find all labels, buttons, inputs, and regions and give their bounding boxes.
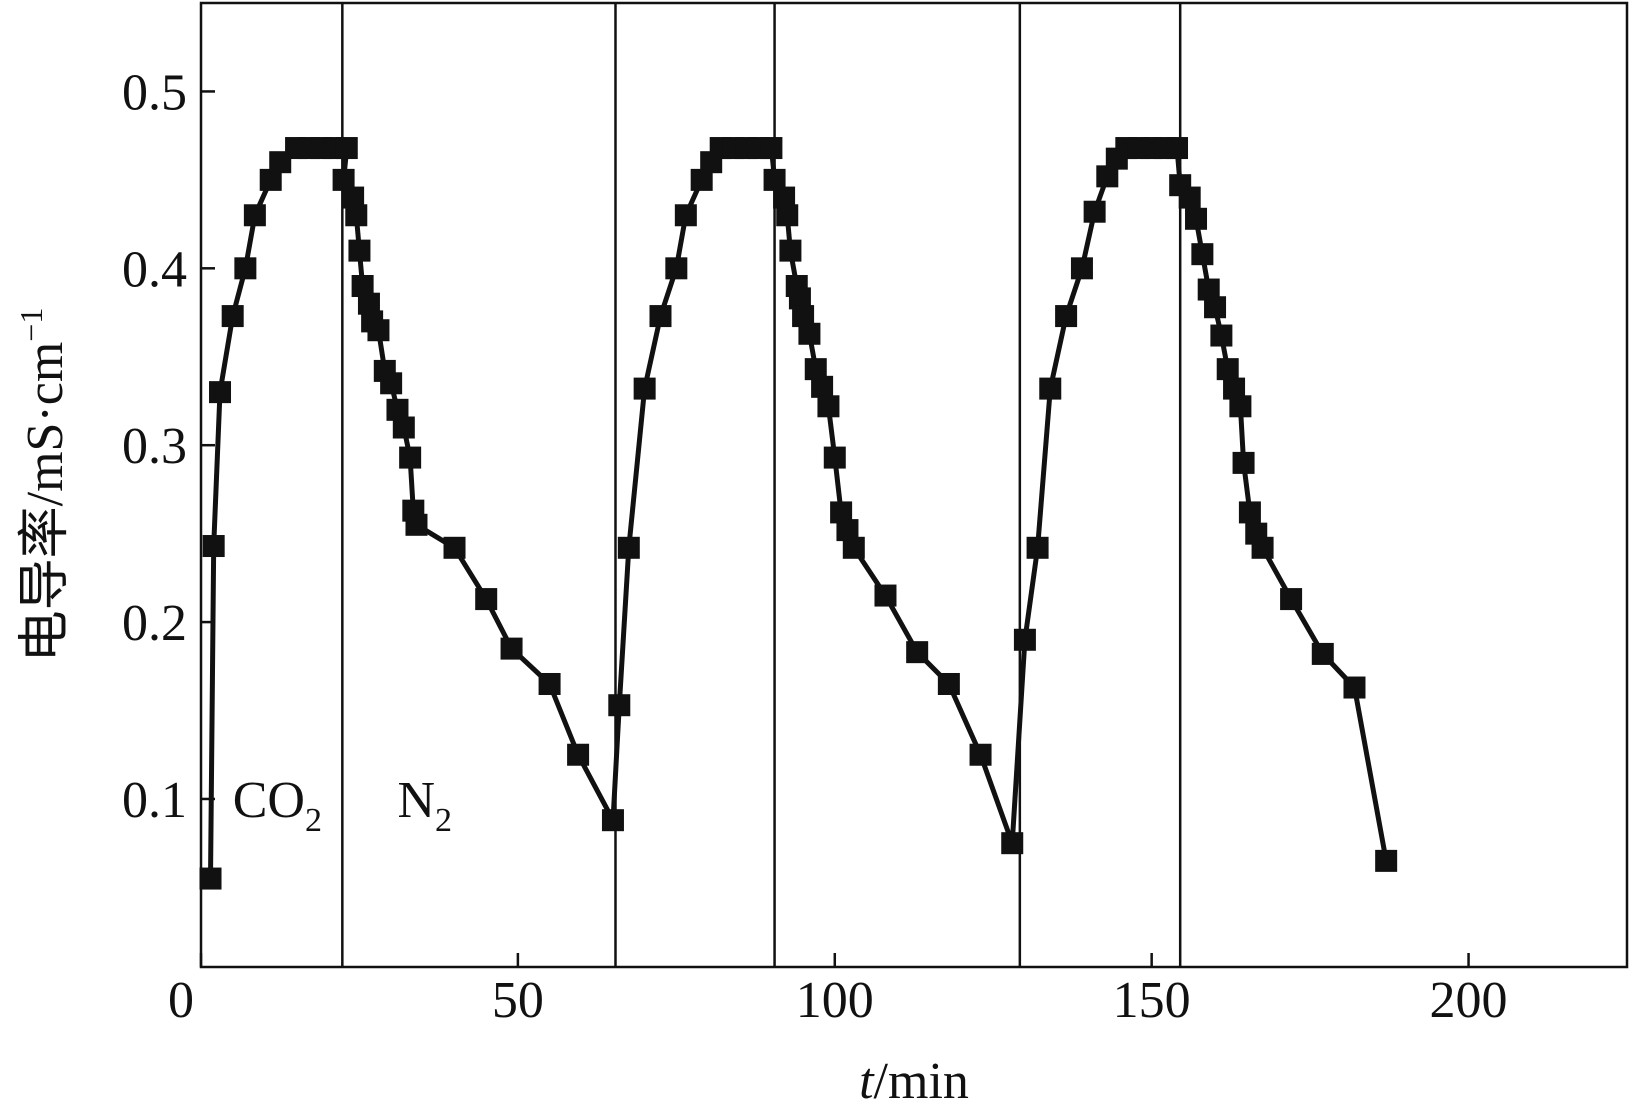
data-point: [202, 535, 225, 558]
data-point: [1039, 377, 1062, 400]
data-point: [1251, 536, 1274, 559]
plot-frame: [199, 1, 1629, 969]
data-point: [443, 536, 466, 559]
data-point: [380, 372, 403, 395]
x-tick-label: 50: [492, 972, 544, 1029]
data-point: [500, 637, 523, 660]
data-point: [1178, 186, 1201, 209]
data-point: [836, 519, 859, 542]
annotation-text: CO: [233, 772, 305, 829]
x-axis-label: t/min: [859, 1053, 969, 1110]
data-point: [792, 305, 815, 328]
data-point: [209, 381, 232, 404]
data-point: [937, 672, 960, 695]
data-point: [674, 204, 697, 227]
data-point: [798, 322, 821, 345]
data-point: [199, 867, 222, 890]
data-point: [405, 513, 428, 536]
data-point: [906, 641, 929, 664]
y-tick-label: 0.5: [122, 64, 187, 121]
data-point: [1204, 296, 1227, 319]
data-point: [367, 319, 390, 342]
data-point: [1013, 628, 1036, 651]
data-point: [823, 446, 846, 469]
data-point: [804, 358, 827, 381]
data-point: [969, 743, 992, 766]
data-point: [335, 137, 358, 160]
data-point: [1166, 137, 1189, 160]
data-point: [665, 257, 688, 280]
data-point: [1197, 278, 1220, 301]
data-point: [1210, 324, 1233, 347]
data-point: [342, 186, 365, 209]
annotation: N2: [397, 772, 452, 839]
y-axis-label: 电导率/mS·cm−1: [13, 308, 74, 663]
data-point: [633, 377, 656, 400]
data-point: [332, 168, 355, 191]
data-point: [538, 672, 561, 695]
data-point: [392, 416, 415, 439]
data-point: [763, 168, 786, 191]
data-point: [1343, 676, 1366, 699]
data-point: [1232, 451, 1255, 474]
data-point: [1055, 305, 1078, 328]
annotation: CO2: [233, 772, 322, 839]
data-point: [567, 743, 590, 766]
data-point: [811, 375, 834, 398]
data-point: [773, 186, 796, 209]
data-point: [345, 204, 368, 227]
data-point: [399, 446, 422, 469]
data-point: [1185, 207, 1208, 230]
data-point: [1026, 536, 1049, 559]
x-tick-label: 200: [1430, 972, 1508, 1029]
data-point: [690, 168, 713, 191]
data-point: [617, 536, 640, 559]
data-point: [842, 536, 865, 559]
data-point: [234, 257, 257, 280]
data-point: [1311, 642, 1334, 665]
data-point: [1375, 849, 1398, 872]
data-point: [1001, 832, 1024, 855]
data-point: [779, 239, 802, 262]
y-tick-label: 0.1: [122, 772, 187, 829]
data-point: [776, 204, 799, 227]
x-tick-label: 100: [796, 972, 874, 1029]
y-tick-label: 0.2: [122, 595, 187, 652]
data-point: [351, 275, 374, 298]
data-point: [760, 137, 783, 160]
data-point: [1238, 501, 1261, 524]
data-point: [1229, 395, 1252, 418]
data-point: [1280, 588, 1303, 611]
data-point: [601, 809, 624, 832]
x-tick-label: 0: [168, 972, 194, 1029]
data-point: [1191, 243, 1214, 266]
data-point: [1223, 377, 1246, 400]
data-point: [830, 501, 853, 524]
data-point: [1083, 200, 1106, 223]
data-point: [1096, 165, 1119, 188]
data-point: [221, 305, 244, 328]
x-tick-label: 150: [1113, 972, 1191, 1029]
data-point: [259, 168, 282, 191]
data-point: [348, 239, 371, 262]
annotation-subscript: 2: [435, 802, 452, 839]
y-tick-label: 0.3: [122, 418, 187, 475]
data-point: [817, 395, 840, 418]
data-point: [1216, 358, 1239, 381]
data-point: [386, 398, 409, 421]
y-tick-label: 0.4: [122, 241, 187, 298]
data-point: [608, 694, 631, 717]
data-point: [649, 305, 672, 328]
annotation-subscript: 2: [305, 802, 322, 839]
data-point: [788, 287, 811, 310]
data-point: [243, 204, 266, 227]
data-point: [1070, 257, 1093, 280]
data-point: [357, 292, 380, 315]
annotation-text: N: [397, 772, 435, 829]
data-point: [475, 588, 498, 611]
data-point: [874, 584, 897, 607]
